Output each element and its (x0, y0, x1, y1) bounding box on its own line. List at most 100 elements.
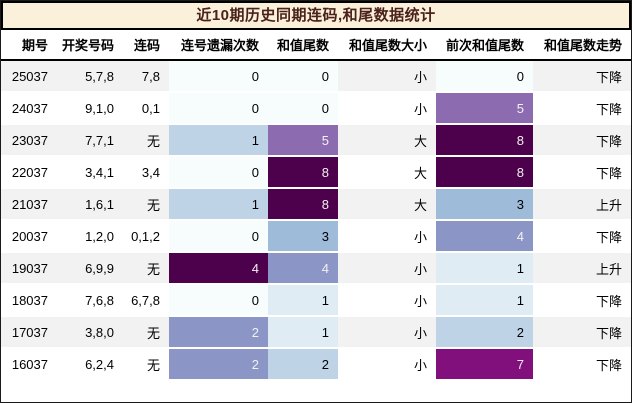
cell-consecutive-code: 无 (123, 317, 169, 349)
col-header-sum-tail: 和值尾数 (268, 30, 338, 61)
cell-consecutive-code: 无 (123, 349, 169, 381)
cell-winning-numbers: 6,2,4 (57, 349, 123, 381)
cell-sum-tail: 4 (268, 253, 338, 285)
cell-sum-tail-size: 小 (338, 349, 436, 381)
cell-miss-count: 1 (169, 125, 268, 157)
col-header-sum-tail-trend: 和值尾数走势 (533, 30, 631, 61)
table-row: 22037 3,4,1 3,4 0 8 大 8 下降 (1, 157, 631, 189)
col-header-period: 期号 (1, 30, 57, 61)
cell-consecutive-code: 无 (123, 125, 169, 157)
cell-consecutive-code: 0,1,2 (123, 221, 169, 253)
cell-prev-sum-tail: 8 (436, 157, 533, 189)
lottery-stats-table: 期号 开奖号码 连码 连号遗漏次数 和值尾数 和值尾数大小 前次和值尾数 和值尾… (1, 30, 631, 381)
table-row: 21037 1,6,1 无 1 8 大 3 上升 (1, 189, 631, 221)
table-row: 19037 6,9,9 无 4 4 小 1 上升 (1, 253, 631, 285)
cell-miss-count: 0 (169, 157, 268, 189)
cell-period: 23037 (1, 125, 57, 157)
cell-sum-tail: 8 (268, 189, 338, 221)
cell-winning-numbers: 1,2,0 (57, 221, 123, 253)
cell-sum-tail-trend: 上升 (533, 189, 631, 221)
cell-sum-tail-trend: 下降 (533, 221, 631, 253)
cell-winning-numbers: 1,6,1 (57, 189, 123, 221)
cell-period: 18037 (1, 285, 57, 317)
cell-consecutive-code: 0,1 (123, 93, 169, 125)
cell-sum-tail-size: 小 (338, 93, 436, 125)
page-title: 近10期历史同期连码,和尾数据统计 (1, 1, 631, 30)
cell-sum-tail: 3 (268, 221, 338, 253)
table-row: 17037 3,8,0 无 2 1 小 2 下降 (1, 317, 631, 349)
cell-sum-tail: 0 (268, 61, 338, 93)
cell-prev-sum-tail: 2 (436, 317, 533, 349)
cell-consecutive-code: 3,4 (123, 157, 169, 189)
cell-prev-sum-tail: 4 (436, 221, 533, 253)
cell-miss-count: 4 (169, 253, 268, 285)
cell-sum-tail: 0 (268, 93, 338, 125)
cell-consecutive-code: 无 (123, 253, 169, 285)
table-row: 23037 7,7,1 无 1 5 大 8 下降 (1, 125, 631, 157)
cell-sum-tail-size: 小 (338, 221, 436, 253)
cell-miss-count: 0 (169, 61, 268, 93)
cell-sum-tail-trend: 上升 (533, 253, 631, 285)
cell-prev-sum-tail: 1 (436, 285, 533, 317)
table-row: 24037 9,1,0 0,1 0 0 小 5 下降 (1, 93, 631, 125)
cell-period: 17037 (1, 317, 57, 349)
cell-miss-count: 2 (169, 349, 268, 381)
cell-sum-tail-trend: 下降 (533, 125, 631, 157)
cell-sum-tail-trend: 下降 (533, 349, 631, 381)
table-row: 25037 5,7,8 7,8 0 0 小 0 下降 (1, 61, 631, 93)
col-header-miss-count: 连号遗漏次数 (169, 30, 268, 61)
cell-sum-tail: 1 (268, 285, 338, 317)
cell-sum-tail-size: 大 (338, 125, 436, 157)
cell-period: 20037 (1, 221, 57, 253)
cell-sum-tail-trend: 下降 (533, 93, 631, 125)
table-row: 18037 7,6,8 6,7,8 0 1 小 1 下降 (1, 285, 631, 317)
cell-winning-numbers: 7,6,8 (57, 285, 123, 317)
col-header-consecutive-code: 连码 (123, 30, 169, 61)
cell-sum-tail: 5 (268, 125, 338, 157)
cell-prev-sum-tail: 0 (436, 61, 533, 93)
cell-winning-numbers: 6,9,9 (57, 253, 123, 285)
header-row: 期号 开奖号码 连码 连号遗漏次数 和值尾数 和值尾数大小 前次和值尾数 和值尾… (1, 30, 631, 61)
cell-sum-tail-size: 大 (338, 189, 436, 221)
cell-sum-tail-trend: 下降 (533, 317, 631, 349)
cell-sum-tail-trend: 下降 (533, 157, 631, 189)
cell-sum-tail: 1 (268, 317, 338, 349)
cell-period: 16037 (1, 349, 57, 381)
table-row: 20037 1,2,0 0,1,2 0 3 小 4 下降 (1, 221, 631, 253)
cell-sum-tail-size: 大 (338, 157, 436, 189)
cell-winning-numbers: 5,7,8 (57, 61, 123, 93)
cell-miss-count: 0 (169, 285, 268, 317)
table-row: 16037 6,2,4 无 2 2 小 7 下降 (1, 349, 631, 381)
cell-winning-numbers: 9,1,0 (57, 93, 123, 125)
cell-miss-count: 0 (169, 93, 268, 125)
cell-sum-tail-trend: 下降 (533, 285, 631, 317)
cell-period: 24037 (1, 93, 57, 125)
cell-miss-count: 2 (169, 317, 268, 349)
cell-prev-sum-tail: 8 (436, 125, 533, 157)
cell-prev-sum-tail: 3 (436, 189, 533, 221)
cell-winning-numbers: 3,4,1 (57, 157, 123, 189)
cell-period: 21037 (1, 189, 57, 221)
cell-consecutive-code: 无 (123, 189, 169, 221)
col-header-sum-tail-size: 和值尾数大小 (338, 30, 436, 61)
cell-prev-sum-tail: 5 (436, 93, 533, 125)
cell-miss-count: 1 (169, 189, 268, 221)
cell-miss-count: 0 (169, 221, 268, 253)
cell-sum-tail-trend: 下降 (533, 61, 631, 93)
cell-consecutive-code: 6,7,8 (123, 285, 169, 317)
cell-sum-tail: 8 (268, 157, 338, 189)
cell-winning-numbers: 3,8,0 (57, 317, 123, 349)
cell-period: 19037 (1, 253, 57, 285)
cell-sum-tail-size: 小 (338, 253, 436, 285)
cell-sum-tail-size: 小 (338, 285, 436, 317)
col-header-winning-numbers: 开奖号码 (57, 30, 123, 61)
cell-winning-numbers: 7,7,1 (57, 125, 123, 157)
cell-sum-tail-size: 小 (338, 317, 436, 349)
cell-prev-sum-tail: 1 (436, 253, 533, 285)
cell-period: 22037 (1, 157, 57, 189)
cell-period: 25037 (1, 61, 57, 93)
cell-prev-sum-tail: 7 (436, 349, 533, 381)
cell-sum-tail: 2 (268, 349, 338, 381)
cell-consecutive-code: 7,8 (123, 61, 169, 93)
